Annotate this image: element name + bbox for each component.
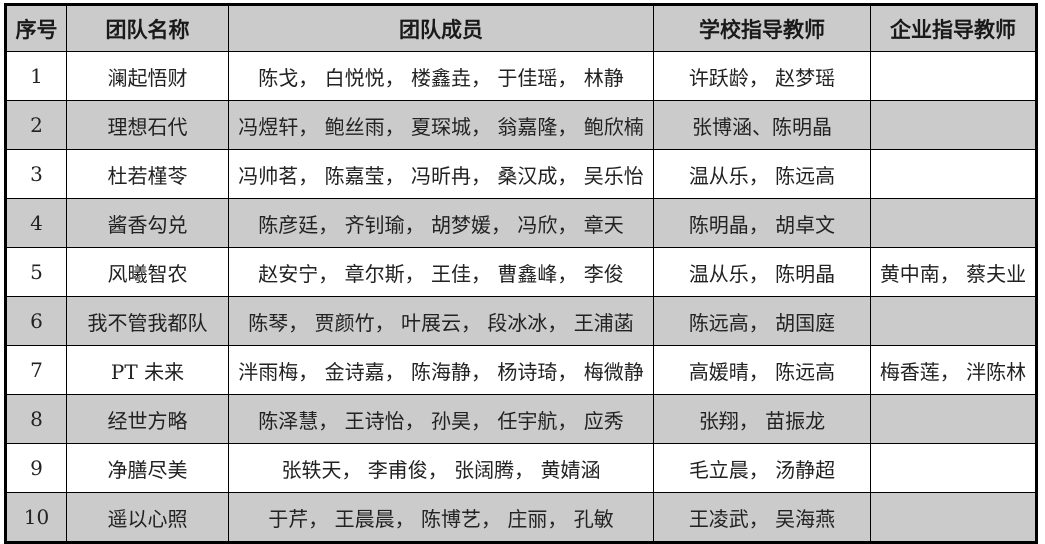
serial-cell: 3 (5, 149, 67, 199)
table-row: 7 PT 未来 泮雨梅， 金诗嘉， 陈海静， 杨诗琦， 梅微静 高媛晴， 陈远高… (5, 345, 1037, 395)
serial-cell: 10 (5, 492, 67, 543)
column-header-enterprise-advisor: 企业指导教师 (870, 4, 1037, 52)
header-row: 序号 团队名称 团队成员 学校指导教师 企业指导教师 (5, 4, 1037, 52)
serial-cell: 5 (5, 247, 67, 297)
table-row: 3 杜若槿苓 冯帅茗， 陈嘉莹， 冯昕冉， 桑汉成， 吴乐怡 温从乐， 陈远高 (5, 149, 1037, 199)
enterprise-advisors-cell (870, 443, 1037, 493)
column-header-team-members: 团队成员 (228, 4, 654, 52)
team-name-cell: 风曦智农 (66, 247, 229, 297)
table-row: 4 酱香勾兑 陈彦廷， 齐钊瑜， 胡梦媛， 冯欣， 章天 陈明晶， 胡卓文 (5, 198, 1037, 248)
enterprise-advisors-cell (870, 100, 1037, 150)
team-name-cell: 理想石代 (66, 100, 229, 150)
table-row: 6 我不管我都队 陈琴， 贾颜竹， 叶展云， 段冰冰， 王浦菡 陈远高， 胡国庭 (5, 296, 1037, 346)
members-cell: 陈彦廷， 齐钊瑜， 胡梦媛， 冯欣， 章天 (228, 198, 654, 248)
school-advisors-cell: 温从乐， 陈远高 (653, 149, 871, 199)
table-row: 8 经世方略 陈泽慧， 王诗怡， 孙昊， 任宇航， 应秀 张翔， 苗振龙 (5, 394, 1037, 444)
school-advisors-cell: 许跃龄， 赵梦瑶 (653, 51, 871, 101)
serial-cell: 8 (5, 394, 67, 444)
enterprise-advisors-cell (870, 296, 1037, 346)
members-cell: 陈戈， 白悦悦， 楼鑫垚， 于佳瑶， 林静 (228, 51, 654, 101)
members-cell: 陈泽慧， 王诗怡， 孙昊， 任宇航， 应秀 (228, 394, 654, 444)
members-cell: 冯煜轩， 鲍丝雨， 夏琛城， 翁嘉隆， 鲍欣楠 (228, 100, 654, 150)
table-row: 10 遥以心照 于芹， 王晨晨， 陈博艺， 庄丽， 孔敏 王凌武， 吴海燕 (5, 492, 1037, 543)
members-cell: 泮雨梅， 金诗嘉， 陈海静， 杨诗琦， 梅微静 (228, 345, 654, 395)
serial-cell: 7 (5, 345, 67, 395)
serial-cell: 2 (5, 100, 67, 150)
table-row: 9 净膳尽美 张轶天， 李甫俊， 张阔腾， 黄婧涵 毛立晨， 汤静超 (5, 443, 1037, 493)
team-roster-table-container: 序号 团队名称 团队成员 学校指导教师 企业指导教师 1 澜起悟财 陈戈， 白悦… (4, 3, 1038, 544)
column-header-school-advisor: 学校指导教师 (653, 4, 871, 52)
serial-cell: 9 (5, 443, 67, 493)
column-header-team-name: 团队名称 (66, 4, 229, 52)
members-cell: 陈琴， 贾颜竹， 叶展云， 段冰冰， 王浦菡 (228, 296, 654, 346)
school-advisors-cell: 王凌武， 吴海燕 (653, 492, 871, 543)
enterprise-advisors-cell (870, 149, 1037, 199)
team-name-cell: PT 未来 (66, 345, 229, 395)
team-roster-table: 序号 团队名称 团队成员 学校指导教师 企业指导教师 1 澜起悟财 陈戈， 白悦… (4, 3, 1038, 544)
column-header-serial: 序号 (5, 4, 67, 52)
team-name-cell: 遥以心照 (66, 492, 229, 543)
school-advisors-cell: 毛立晨， 汤静超 (653, 443, 871, 493)
serial-cell: 6 (5, 296, 67, 346)
school-advisors-cell: 温从乐， 陈明晶 (653, 247, 871, 297)
members-cell: 冯帅茗， 陈嘉莹， 冯昕冉， 桑汉成， 吴乐怡 (228, 149, 654, 199)
serial-cell: 4 (5, 198, 67, 248)
enterprise-advisors-cell (870, 198, 1037, 248)
members-cell: 赵安宁， 章尔斯， 王佳， 曹鑫峰， 李俊 (228, 247, 654, 297)
school-advisors-cell: 陈远高， 胡国庭 (653, 296, 871, 346)
serial-cell: 1 (5, 51, 67, 101)
table-row: 2 理想石代 冯煜轩， 鲍丝雨， 夏琛城， 翁嘉隆， 鲍欣楠 张博涵、陈明晶 (5, 100, 1037, 150)
table-row: 1 澜起悟财 陈戈， 白悦悦， 楼鑫垚， 于佳瑶， 林静 许跃龄， 赵梦瑶 (5, 51, 1037, 101)
enterprise-advisors-cell: 黄中南， 蔡夫业 (870, 247, 1037, 297)
members-cell: 于芹， 王晨晨， 陈博艺， 庄丽， 孔敏 (228, 492, 654, 543)
team-name-cell: 澜起悟财 (66, 51, 229, 101)
table-row: 5 风曦智农 赵安宁， 章尔斯， 王佳， 曹鑫峰， 李俊 温从乐， 陈明晶 黄中… (5, 247, 1037, 297)
enterprise-advisors-cell (870, 51, 1037, 101)
school-advisors-cell: 张翔， 苗振龙 (653, 394, 871, 444)
school-advisors-cell: 陈明晶， 胡卓文 (653, 198, 871, 248)
school-advisors-cell: 张博涵、陈明晶 (653, 100, 871, 150)
enterprise-advisors-cell: 梅香莲， 泮陈林 (870, 345, 1037, 395)
team-name-cell: 酱香勾兑 (66, 198, 229, 248)
team-name-cell: 经世方略 (66, 394, 229, 444)
school-advisors-cell: 高媛晴， 陈远高 (653, 345, 871, 395)
enterprise-advisors-cell (870, 492, 1037, 543)
members-cell: 张轶天， 李甫俊， 张阔腾， 黄婧涵 (228, 443, 654, 493)
enterprise-advisors-cell (870, 394, 1037, 444)
team-name-cell: 净膳尽美 (66, 443, 229, 493)
team-name-cell: 杜若槿苓 (66, 149, 229, 199)
team-name-cell: 我不管我都队 (66, 296, 229, 346)
